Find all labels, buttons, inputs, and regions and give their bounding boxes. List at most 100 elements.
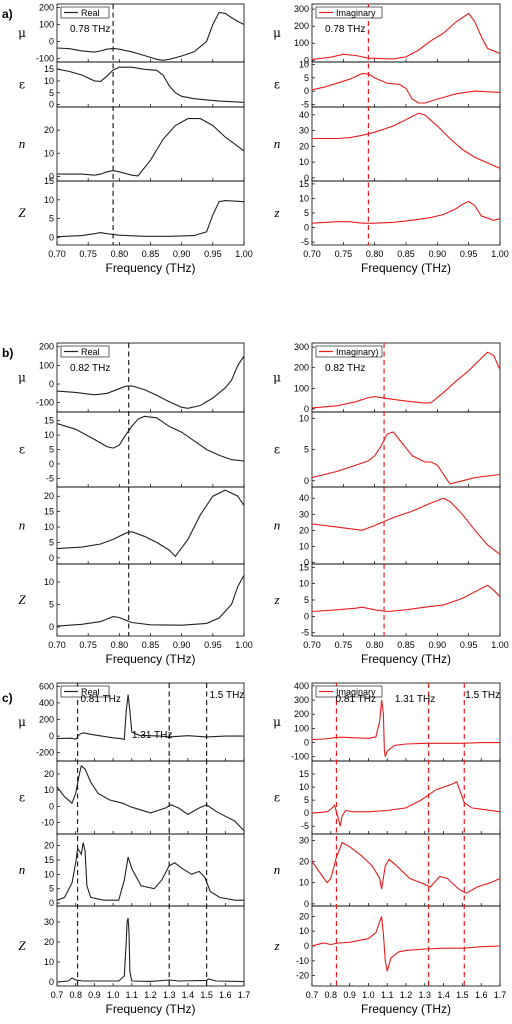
y-tick-label: 10 <box>44 195 54 205</box>
chart-c-real: -200 0 200 400 600 μ -10 0 10 20 ε 0 5 10 15 20 n 0 10 20 30… <box>18 681 250 1016</box>
series-line-ε <box>312 431 500 485</box>
y-axis-label: n <box>274 518 281 533</box>
y-tick-label: 10 <box>299 157 309 167</box>
x-tick-label: 0.70 <box>303 249 321 259</box>
x-tick-label: 1.00 <box>491 640 509 650</box>
y-axis-label: μ <box>18 715 26 729</box>
y-tick-label: 20 <box>44 125 54 135</box>
x-tick-label: 0.95 <box>460 640 478 650</box>
x-tick-label: 1.6 <box>219 990 232 1000</box>
y-tick-label: 20 <box>44 491 54 501</box>
y-tick-label: 30 <box>44 917 54 927</box>
y-axis-label: μ <box>273 26 281 40</box>
subplot-frame <box>311 905 501 987</box>
y-axis-label: μ <box>273 715 281 729</box>
subplot-2: 0 10 20 30 40 n <box>274 106 501 183</box>
series-line-ε <box>312 781 500 827</box>
subplot-frame <box>311 833 501 907</box>
y-axis-label: n <box>19 862 26 877</box>
subplot-3: 0 10 20 30 Z <box>18 905 245 987</box>
y-tick-label: 20 <box>44 937 54 947</box>
annotation: 1.31 THz <box>395 694 435 705</box>
y-tick-label: 100 <box>39 360 54 370</box>
y-tick-label: 10 <box>44 76 54 86</box>
x-tick-label: 0.90 <box>429 249 447 259</box>
y-tick-label: 0 <box>49 171 54 181</box>
panel-label: a) <box>2 7 13 21</box>
y-tick-label: 200 <box>294 709 309 719</box>
annotation: 0.81 THz <box>80 694 120 705</box>
y-tick-label: -100 <box>36 398 54 408</box>
series-line-μ <box>312 699 500 757</box>
series-line-Z <box>57 200 244 238</box>
y-tick-label: 0 <box>49 977 54 987</box>
x-tick-label: 1.3 <box>163 990 176 1000</box>
subplot-3: 0 5 10 Z <box>18 563 245 637</box>
y-tick-label: 0 <box>304 476 309 486</box>
subplot-frame <box>311 760 501 835</box>
y-tick-label: 0 <box>304 173 309 183</box>
annotation: 1.5 THz <box>209 690 244 701</box>
y-axis-label: Z <box>18 938 26 953</box>
x-tick-label: 1.7 <box>238 990 251 1000</box>
x-tick-label: 1.4 <box>182 990 195 1000</box>
y-tick-label: 5 <box>304 795 309 805</box>
x-tick-label: 1.00 <box>235 640 253 650</box>
y-tick-label: -10 <box>41 818 54 828</box>
subplot-1: 0 5 10 ε <box>274 411 501 488</box>
y-axis-label: μ <box>18 26 26 40</box>
y-axis-label: z <box>273 205 279 220</box>
y-tick-label: 0 <box>49 37 54 47</box>
y-axis-label: z <box>273 938 279 953</box>
x-tick-label: 0.9 <box>88 990 101 1000</box>
y-tick-label: 100 <box>39 19 54 29</box>
subplot-3: 0 5 10 15 Z <box>18 176 245 246</box>
x-tick-label: 0.70 <box>48 249 66 259</box>
subplot-1: 0 5 10 15 ε <box>19 61 245 110</box>
y-tick-label: 0 <box>304 55 309 65</box>
x-tick-label: 1.0 <box>362 990 375 1000</box>
y-tick-label: -5 <box>301 99 309 109</box>
y-tick-label: 20 <box>44 841 54 851</box>
x-tick-label: 1.5 <box>456 990 469 1000</box>
y-tick-label: 20 <box>299 911 309 921</box>
series-line-ε <box>57 415 244 462</box>
subplot-1: -10 0 10 20 ε <box>19 760 245 835</box>
y-tick-label: 0 <box>49 459 54 469</box>
x-tick-label: 1.0 <box>107 990 120 1000</box>
y-tick-label: -20 <box>296 971 309 981</box>
y-tick-label: 0 <box>304 557 309 567</box>
y-axis-label: ε <box>19 78 25 92</box>
x-tick-label: 0.70 <box>48 640 66 650</box>
y-axis-label: z <box>273 592 279 607</box>
y-tick-label: 200 <box>39 715 54 725</box>
y-tick-label: 5 <box>304 73 309 83</box>
y-tick-label: 5 <box>49 214 54 224</box>
x-tick-label: 0.95 <box>204 640 222 650</box>
series-line-n <box>312 497 500 555</box>
y-tick-label: 15 <box>299 562 309 572</box>
x-tick-label: 1.1 <box>381 990 394 1000</box>
y-tick-label: 5 <box>304 595 309 605</box>
y-tick-label: 10 <box>44 430 54 440</box>
y-tick-label: 0 <box>49 801 54 811</box>
series-line-μ <box>312 12 500 60</box>
y-tick-label: 0 <box>49 379 54 389</box>
x-tick-label: 1.4 <box>437 990 450 1000</box>
y-tick-label: 100 <box>294 38 309 48</box>
subplot-frame <box>311 563 501 637</box>
series-line-z <box>312 584 500 613</box>
subplot-frame <box>311 106 501 182</box>
subplot-1: -5 0 5 10 15 ε <box>274 760 501 835</box>
y-tick-label: 15 <box>44 176 54 186</box>
x-tick-label: 0.85 <box>397 640 415 650</box>
y-tick-label: 15 <box>44 507 54 517</box>
subplot-1: -5 0 5 10 ε <box>274 60 501 109</box>
y-tick-label: 0 <box>304 941 309 951</box>
subplot-frame <box>56 486 245 565</box>
y-axis-label: Z <box>18 592 26 607</box>
y-tick-label: 5 <box>49 600 54 610</box>
legend-label: Imaginary <box>336 8 376 18</box>
y-axis-label: μ <box>18 371 26 385</box>
